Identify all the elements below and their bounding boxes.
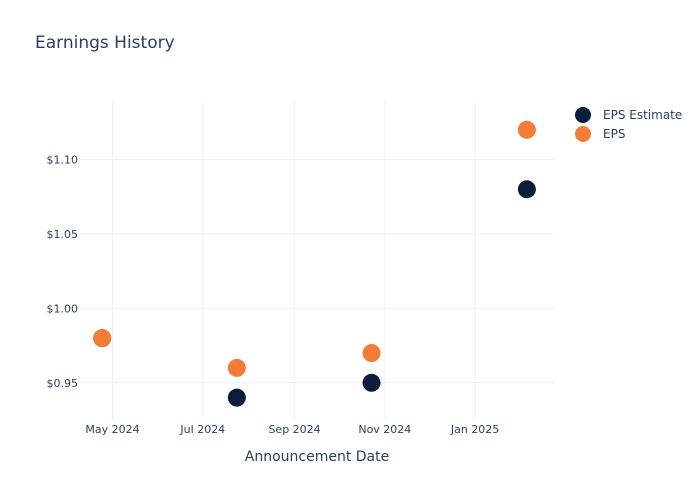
y-tick-label: $1.05 (47, 228, 79, 241)
y-tick-label: $0.95 (47, 377, 79, 390)
x-tick-label: Jan 2025 (450, 423, 499, 436)
x-tick-label: May 2024 (85, 423, 139, 436)
point-eps-estimate[interactable] (517, 180, 536, 199)
point-eps[interactable] (93, 329, 112, 348)
point-eps-estimate[interactable] (227, 388, 246, 407)
legend-item-eps-estimate[interactable]: EPS Estimate (575, 105, 682, 124)
legend-item-eps[interactable]: EPS (575, 124, 682, 143)
point-eps-estimate[interactable] (362, 373, 381, 392)
x-tick-label: Sep 2024 (268, 423, 320, 436)
grid (80, 100, 555, 420)
legend-label-eps-estimate: EPS Estimate (603, 107, 683, 122)
x-axis-title: Announcement Date (245, 449, 389, 465)
series-eps (93, 120, 536, 377)
y-tick-label: $1.00 (47, 302, 79, 315)
legend-label-eps: EPS (603, 126, 626, 141)
data-points (93, 120, 536, 407)
x-tick-label: Jul 2024 (179, 423, 225, 436)
point-eps[interactable] (517, 120, 536, 139)
series-eps-estimate (93, 180, 536, 407)
point-eps[interactable] (227, 358, 246, 377)
x-axis-ticks: May 2024 Jul 2024 Sep 2024 Nov 2024 Jan 2025 (85, 423, 499, 436)
legend-marker-eps-estimate (575, 106, 591, 123)
y-axis-ticks: $0.95 $1.00 $1.05 $1.10 (47, 154, 79, 390)
legend: EPS Estimate EPS (575, 105, 682, 143)
x-tick-label: Nov 2024 (358, 423, 411, 436)
y-tick-label: $1.10 (47, 154, 79, 167)
point-eps[interactable] (362, 344, 381, 363)
legend-marker-eps (575, 125, 591, 142)
chart-title: Earnings History (35, 33, 175, 53)
